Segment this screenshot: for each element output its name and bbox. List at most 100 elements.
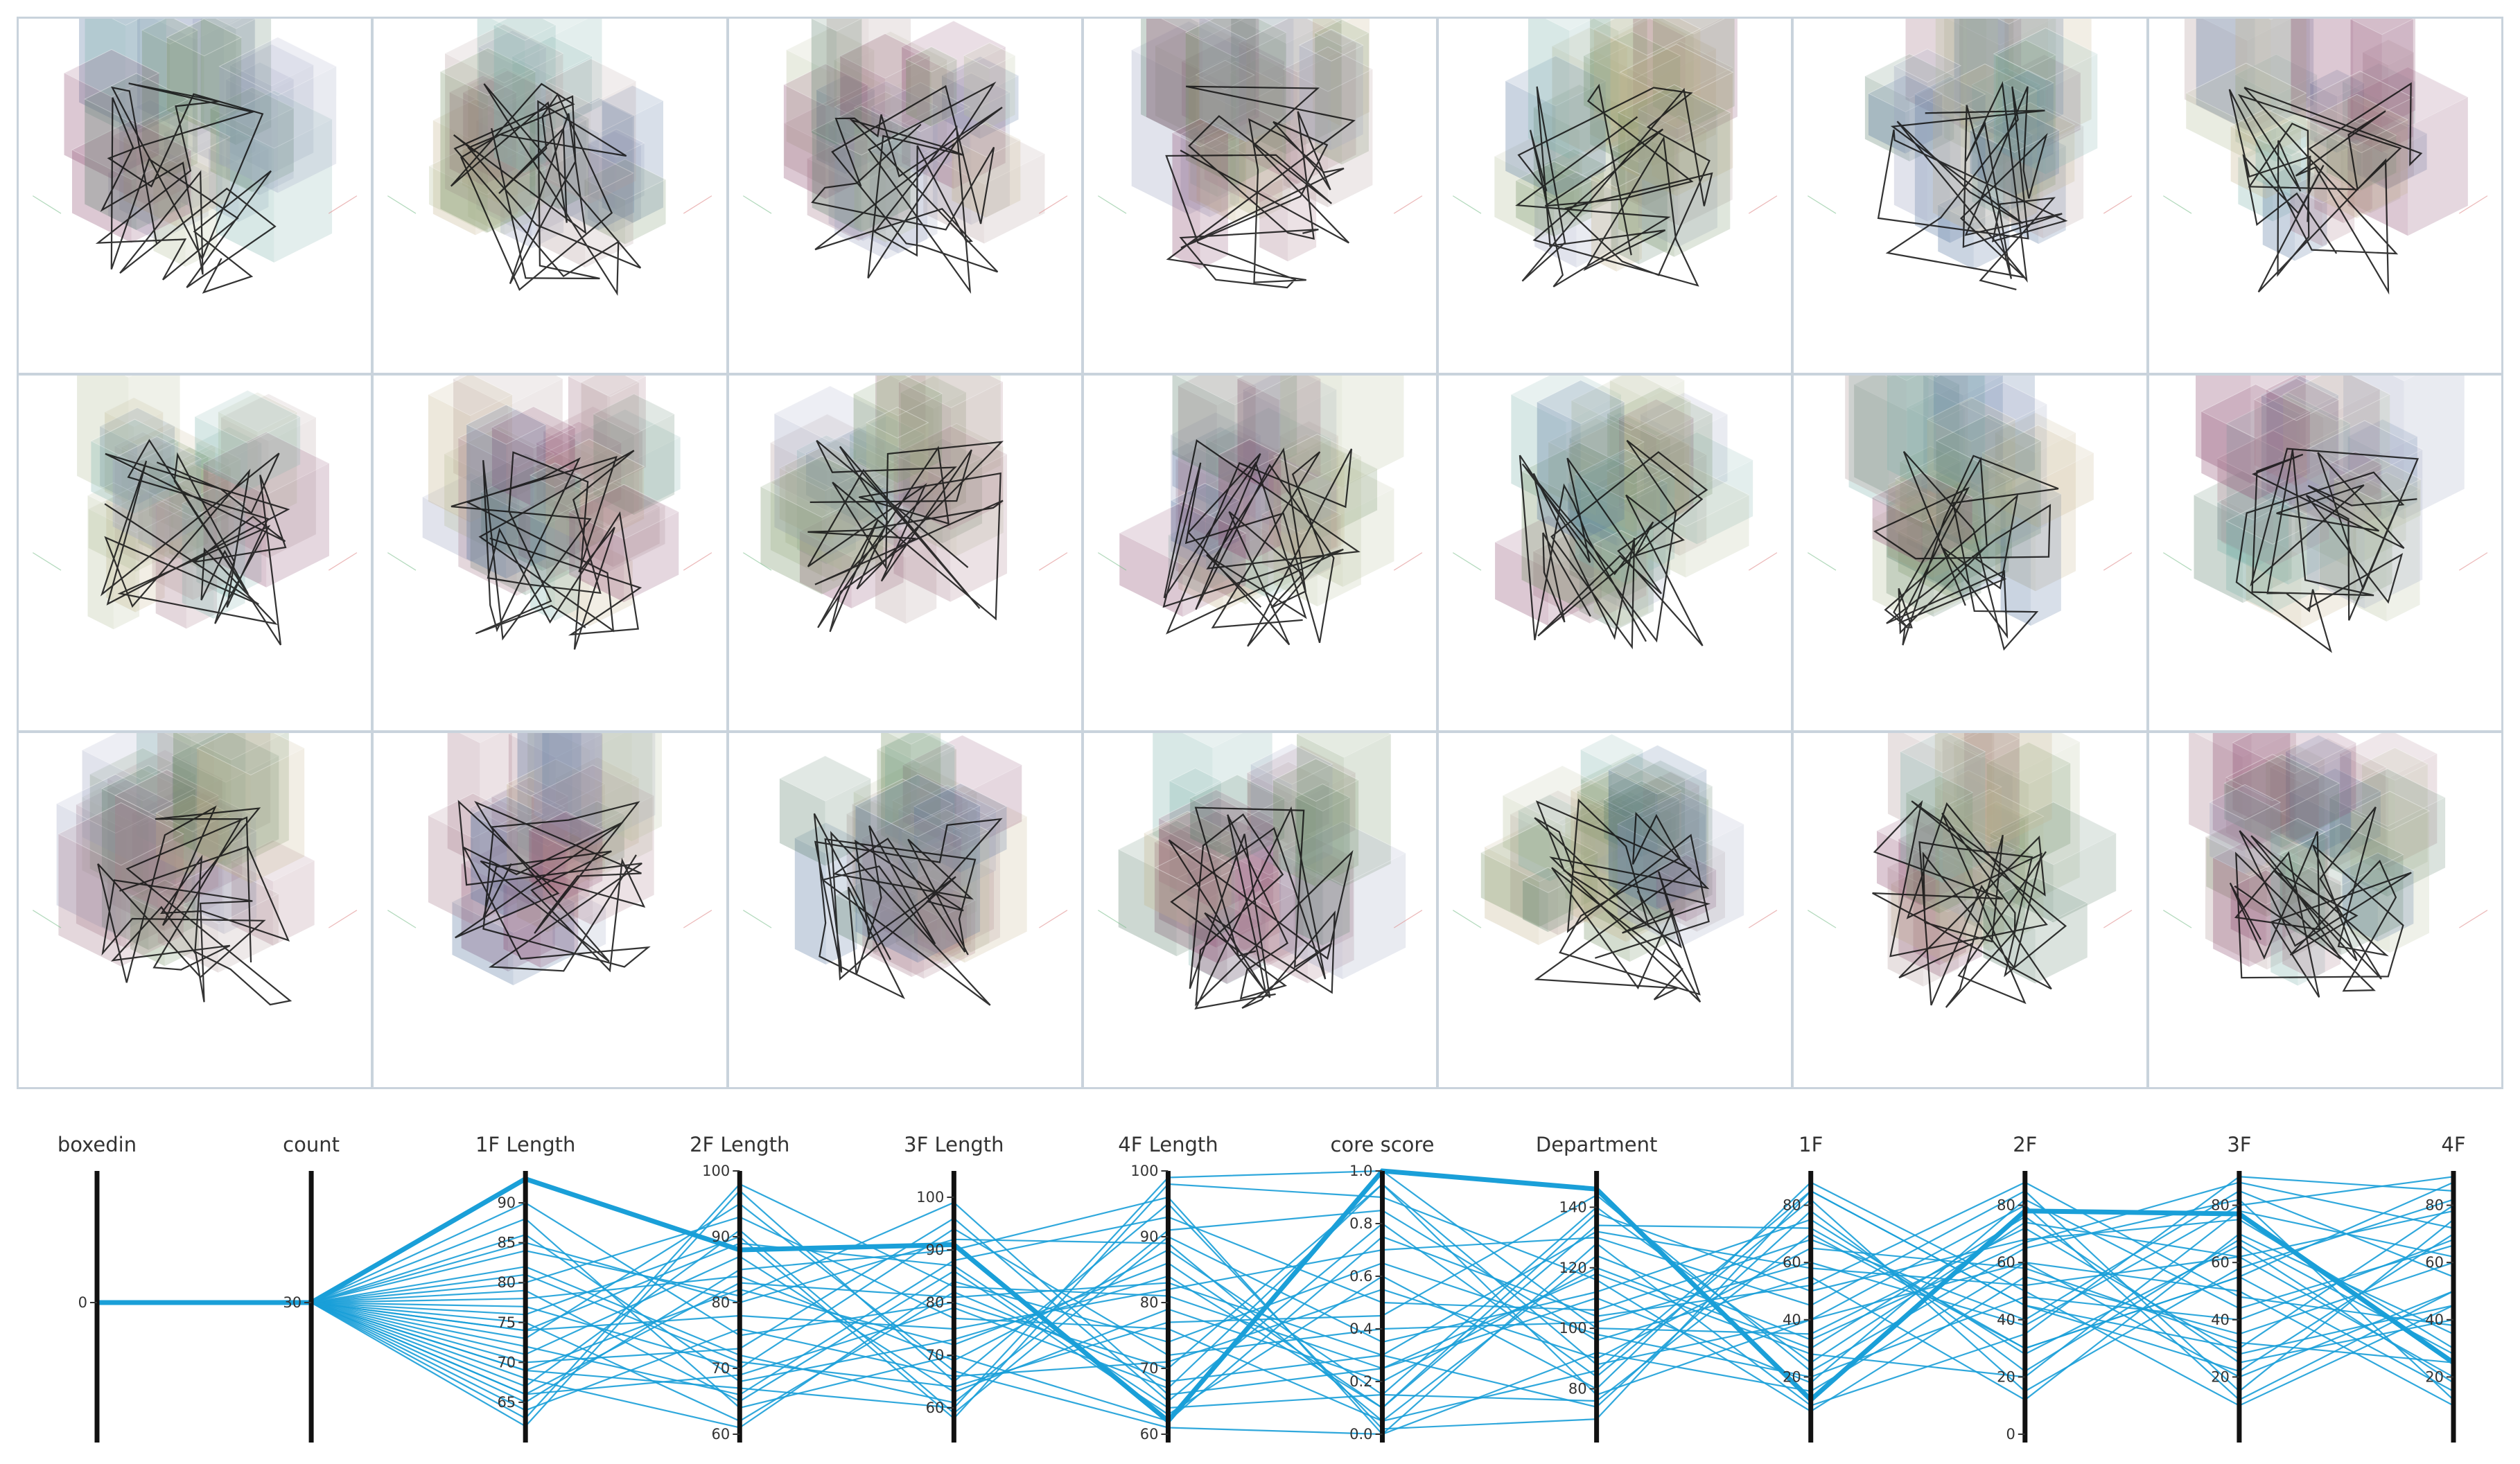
record-line[interactable] <box>97 1203 2454 1436</box>
highlighted-record-line[interactable] <box>97 1168 2455 1425</box>
axis[interactable]: 4F 20 40 60 80 <box>2425 1133 2466 1443</box>
axis[interactable]: 4F Length 60 70 80 90 100 <box>1118 1133 1218 1443</box>
axis[interactable]: Department 80 100 120 140 <box>1536 1133 1658 1443</box>
axis[interactable]: count 30 <box>283 1133 340 1443</box>
tick-label: 70 <box>712 1360 730 1377</box>
box-cluster-thumbnail <box>387 732 712 985</box>
box-cluster-thumbnail <box>1808 376 2133 651</box>
axis-title: 4F <box>2441 1133 2465 1156</box>
record-line[interactable] <box>97 1215 2454 1393</box>
axis-title: count <box>283 1133 340 1156</box>
record-line[interactable] <box>97 1183 2454 1378</box>
tick-label: 100 <box>916 1189 944 1206</box>
thumbnail-cell[interactable] <box>19 19 371 373</box>
tick-label: 80 <box>1140 1294 1159 1311</box>
tick-label: 60 <box>1140 1426 1159 1443</box>
thumbnail-cell[interactable] <box>1439 376 1792 730</box>
axis-title: 4F Length <box>1118 1133 1218 1156</box>
thumbnail-cell[interactable] <box>728 19 1081 373</box>
record-line[interactable] <box>97 1176 2454 1370</box>
axis[interactable]: core score 0.0 0.2 0.4 0.6 0.8 1.0 <box>1331 1133 1435 1443</box>
record-line[interactable] <box>97 1198 2454 1396</box>
record-line[interactable] <box>97 1181 2454 1409</box>
box-cluster-thumbnail <box>1453 376 1778 650</box>
box-cluster-thumbnail <box>1097 19 1423 289</box>
tick-label: 60 <box>926 1400 945 1416</box>
box-cluster-thumbnail <box>1453 19 1778 288</box>
record-line[interactable] <box>97 1183 2454 1420</box>
tick-label: 120 <box>1559 1260 1587 1276</box>
record-line[interactable] <box>97 1170 2454 1409</box>
record-line[interactable] <box>97 1209 2454 1404</box>
tick-label: 90 <box>497 1194 516 1211</box>
tick-label: 80 <box>2425 1197 2444 1214</box>
tick-label: 20 <box>1997 1368 2015 1385</box>
thumbnail-cell[interactable] <box>374 376 726 730</box>
record-line[interactable] <box>97 1210 2454 1395</box>
thumbnail-cell[interactable] <box>2149 376 2501 730</box>
axis-title: 3F <box>2227 1133 2251 1156</box>
tick-label: 0.8 <box>1349 1215 1372 1232</box>
thumbnail-cell[interactable] <box>728 732 1081 1087</box>
record-line[interactable] <box>97 1176 2454 1436</box>
record-line[interactable] <box>97 1181 2454 1422</box>
thumbnail-cell[interactable] <box>2149 732 2501 1087</box>
tick-label: 70 <box>497 1354 516 1370</box>
tick-label: 40 <box>2211 1312 2230 1328</box>
axis[interactable]: 2F Length 60 70 80 90 100 <box>690 1133 789 1443</box>
record-line[interactable] <box>97 1206 2454 1396</box>
box-cluster-thumbnail <box>2162 376 2487 653</box>
axis-title: 1F Length <box>475 1133 575 1156</box>
box-cluster-thumbnail <box>1097 376 1423 647</box>
axis[interactable]: 1F 20 40 60 80 <box>1783 1133 1823 1443</box>
axis-title: 2F Length <box>690 1133 789 1156</box>
thumbnail-cell[interactable] <box>728 376 1081 730</box>
tick-label: 60 <box>1997 1254 2015 1271</box>
tick-label: 90 <box>1140 1228 1159 1245</box>
box-cluster-thumbnail <box>33 19 358 294</box>
thumbnail-cell[interactable] <box>1794 732 2146 1087</box>
tick-label: 80 <box>926 1294 945 1311</box>
box-cluster-thumbnail <box>2162 732 2487 998</box>
tick-label: 80 <box>2211 1197 2230 1214</box>
box-cluster-thumbnail <box>1097 732 1423 1009</box>
thumbnail-cell[interactable] <box>1083 19 1437 373</box>
tick-label: 40 <box>2425 1312 2444 1328</box>
thumbnail-cell[interactable] <box>19 376 371 730</box>
thumbnail-cell[interactable] <box>1083 732 1437 1087</box>
tick-label: 85 <box>497 1235 516 1251</box>
record-line[interactable] <box>97 1181 2454 1422</box>
record-line[interactable] <box>97 1239 2454 1429</box>
record-line[interactable] <box>97 1198 2454 1402</box>
record-line[interactable] <box>97 1190 2454 1396</box>
thumbnail-cell[interactable] <box>2149 19 2501 373</box>
tick-label: 20 <box>2425 1368 2444 1385</box>
thumbnail-cell[interactable] <box>1794 19 2146 373</box>
thumbnail-cell[interactable] <box>374 19 726 373</box>
axis[interactable]: 1F Length 65 70 75 80 85 90 <box>475 1133 575 1443</box>
axis[interactable]: 3F Length 60 70 80 90 100 <box>904 1133 1004 1443</box>
tick-label: 90 <box>712 1228 730 1245</box>
thumbnail-cell[interactable] <box>1083 376 1437 730</box>
axis-title: Department <box>1536 1133 1658 1156</box>
thumbnail-grid <box>17 17 2503 1089</box>
box-cluster-thumbnail <box>1453 733 1778 1003</box>
box-cluster-thumbnail <box>33 376 358 646</box>
box-cluster-thumbnail <box>2162 19 2487 295</box>
thumbnail-cell[interactable] <box>1439 19 1792 373</box>
tick-label: 0 <box>78 1294 87 1311</box>
axis-title: boxedin <box>58 1133 137 1156</box>
thumbnail-cell[interactable] <box>1794 376 2146 730</box>
tick-label: 0.0 <box>1349 1426 1372 1443</box>
thumbnail-cell[interactable] <box>374 732 726 1087</box>
tick-label: 70 <box>1140 1360 1159 1377</box>
axis[interactable]: 3F 20 40 60 80 <box>2211 1133 2251 1443</box>
thumbnail-cell[interactable] <box>19 732 371 1087</box>
axis[interactable]: 2F 0 20 40 60 80 <box>1997 1133 2037 1443</box>
axis[interactable]: boxedin 0 <box>58 1133 137 1443</box>
record-line[interactable] <box>97 1190 2454 1422</box>
tick-label: 0.2 <box>1349 1373 1372 1390</box>
thumbnail-cell[interactable] <box>1439 732 1792 1087</box>
tick-label: 65 <box>497 1394 516 1411</box>
